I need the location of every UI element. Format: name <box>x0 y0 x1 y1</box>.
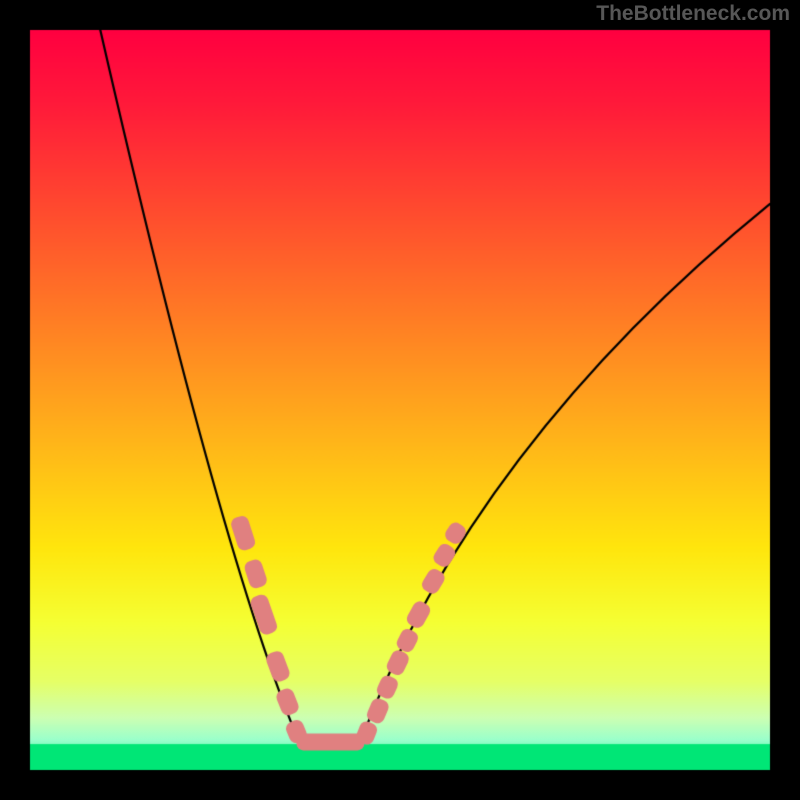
attribution-text: TheBottleneck.com <box>596 2 790 26</box>
bottleneck-chart-canvas <box>0 0 800 800</box>
